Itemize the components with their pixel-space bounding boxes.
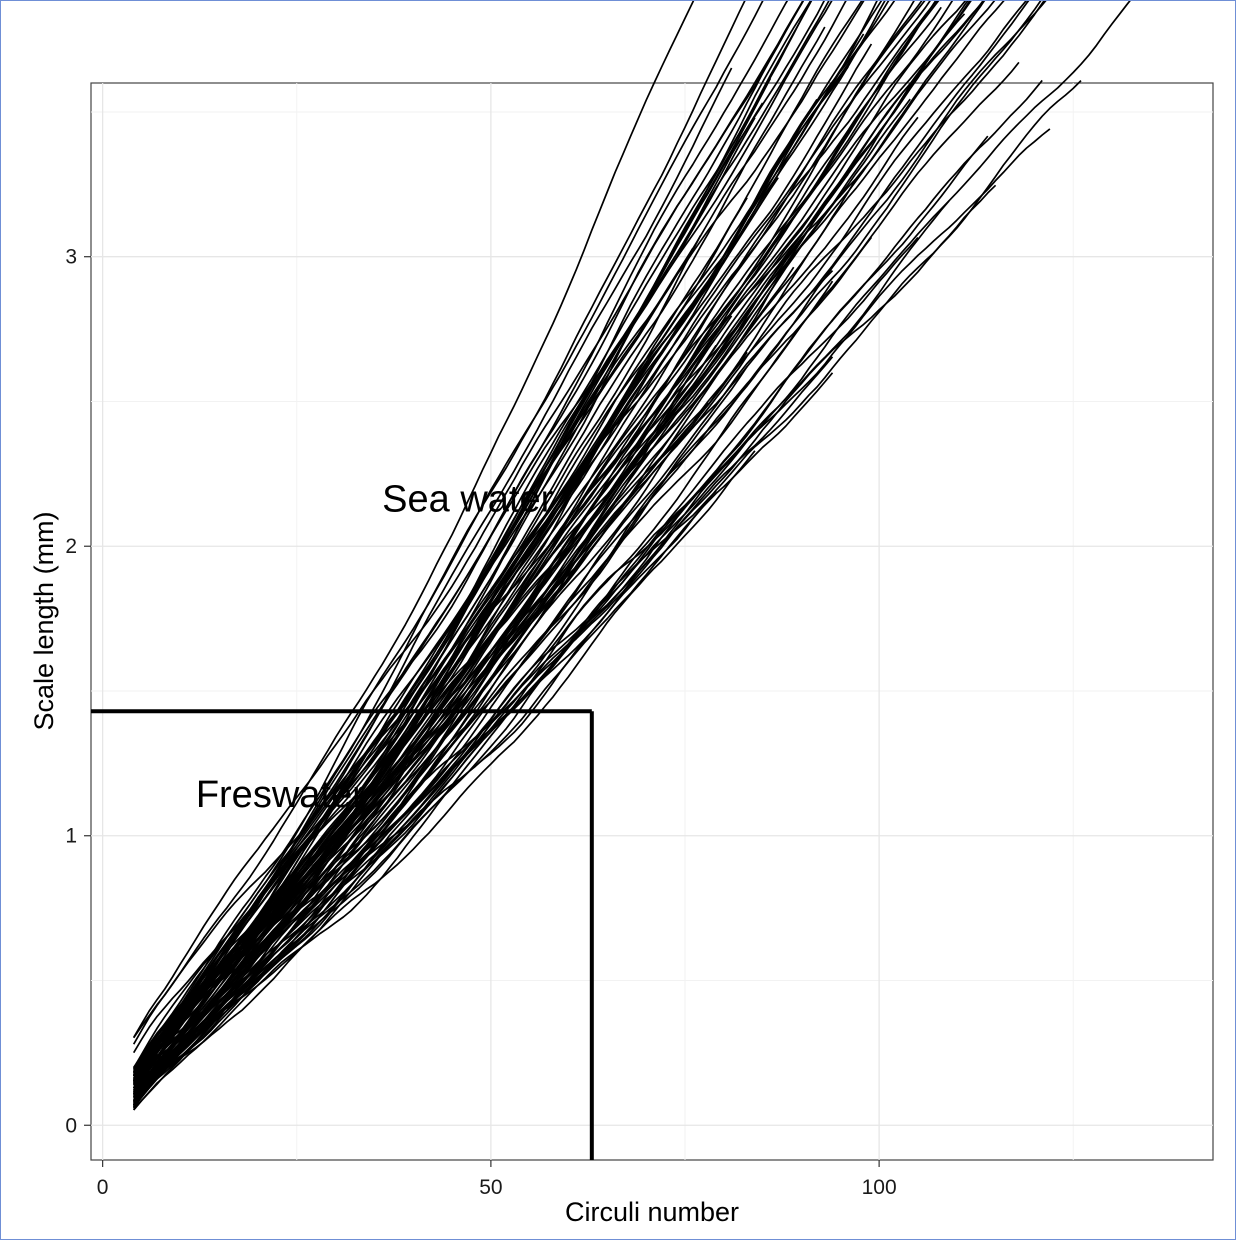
axis-ticks: 0 50 100 0 1 2 3 <box>65 246 896 1199</box>
series-lines <box>132 1 1131 1111</box>
plot-panel-background <box>90 82 1214 1161</box>
series-line <box>132 1 804 1038</box>
annotation-sea-water: Sea water <box>382 478 553 520</box>
reference-lines <box>91 709 594 1160</box>
series-line <box>133 450 756 1103</box>
x-tick-label: 100 <box>862 1176 897 1199</box>
series-line <box>132 98 818 1109</box>
series-line <box>132 1 896 1099</box>
series-line <box>133 1 1131 1105</box>
y-tick-label: 3 <box>65 246 77 269</box>
series-line <box>133 236 873 1106</box>
series-line <box>132 1 967 1071</box>
y-axis-title: Scale length (mm) <box>29 511 59 730</box>
x-tick-label: 50 <box>479 1176 502 1199</box>
series-line <box>133 178 857 1106</box>
series-line <box>132 1 847 1109</box>
series-line <box>133 128 1051 1077</box>
series-line <box>132 1 825 1082</box>
series-line <box>133 366 748 1098</box>
series-line <box>132 1 883 1082</box>
series-line <box>132 1 695 1045</box>
grid-lines <box>91 83 1213 1160</box>
y-tick-label: 0 <box>65 1114 77 1137</box>
y-tick-label: 1 <box>65 825 77 848</box>
series-line <box>133 1 996 1106</box>
series-line <box>132 402 709 1103</box>
series-line <box>132 230 741 1079</box>
series-line <box>132 98 911 1077</box>
series-line <box>132 102 764 1054</box>
series-line <box>133 79 1043 1111</box>
annotation-freshwater: Freswater <box>196 774 365 816</box>
x-axis-title: Circuli number <box>565 1197 739 1227</box>
y-tick-label: 2 <box>65 535 77 558</box>
series-line <box>132 247 694 1090</box>
x-tick-label: 0 <box>97 1176 109 1199</box>
series-line <box>132 1 890 1084</box>
series-line <box>133 1 969 1082</box>
series-line <box>132 1 940 1075</box>
